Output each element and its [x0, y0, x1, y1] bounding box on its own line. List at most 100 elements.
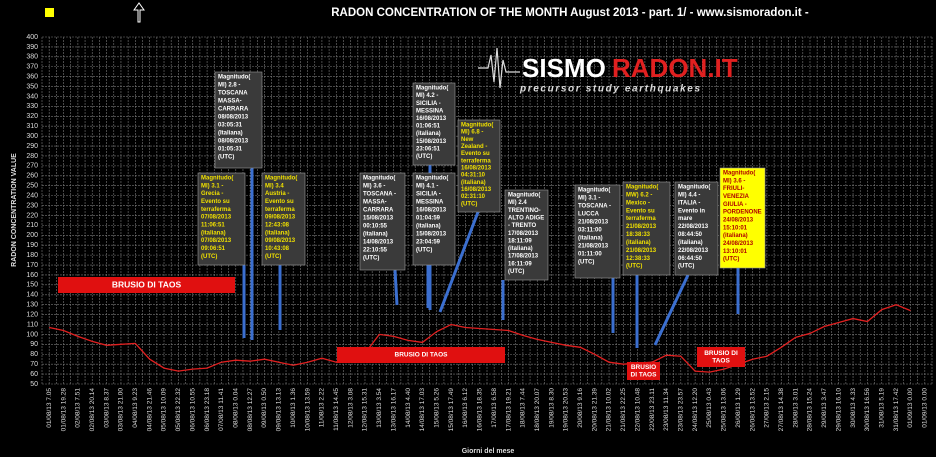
y-tick-label: 80 — [30, 351, 38, 358]
annotation-text: Austria - — [265, 191, 289, 197]
x-tick-label: 14/08/13 4.40 — [405, 388, 412, 428]
plot — [49, 304, 911, 373]
y-tick-label: 270 — [26, 163, 38, 170]
annotation-text: terraferma — [265, 207, 295, 213]
annotation-text: (UTC) — [626, 264, 642, 270]
annotation-text: SICILIA - — [416, 101, 441, 107]
x-tick-label: 10/08/13 1.36 — [290, 388, 297, 428]
annotation-text: SICILIA - — [416, 192, 441, 198]
x-tick-label: 19/08/13 8.30 — [548, 388, 555, 428]
annotation-text: terraferma — [461, 158, 491, 164]
annotation-text: 14/08/2013 — [363, 240, 394, 246]
annotation-text: MESSINA — [416, 108, 444, 114]
x-tick-label: 27/08/13 2.15 — [764, 388, 771, 428]
annotation-text: 22:10:55 — [363, 248, 388, 254]
x-tick-label: 17/08/13 6.58 — [491, 388, 498, 428]
x-tick-label: 25/08/13 13.06 — [721, 388, 728, 432]
noise-band — [697, 347, 745, 367]
noise-label: BRUSIO DI TAOS — [112, 279, 182, 289]
annotation-box — [674, 181, 719, 276]
x-tick-label: 12/08/13 15.31 — [362, 388, 369, 432]
annotation-text: (UTC) — [416, 248, 432, 254]
annotation-text: 10:43:08 — [265, 246, 290, 252]
annotation-text: Ml) 2.8 - — [218, 83, 240, 89]
x-tick-label: 08/08/13 12.27 — [247, 388, 254, 432]
x-tick-label: 22/08/13 23.11 — [649, 388, 656, 431]
annotation-text: 06:44:50 — [678, 256, 703, 262]
annotation-text: Ml) 4.2 - — [416, 93, 438, 99]
x-tick-label: 05/08/13 10.09 — [161, 388, 168, 432]
x-tick-label: 04/08/13 21.46 — [146, 388, 153, 432]
annotation-text: (italiana) — [265, 230, 290, 236]
x-tick-label: 30/08/13 16.56 — [864, 388, 871, 432]
x-tick-label: 21/08/13 22.25 — [620, 388, 627, 432]
noise-label: BRUSIO — [631, 364, 656, 371]
y-tick-label: 320 — [26, 113, 38, 120]
annotation-text: (Italiana) — [218, 131, 243, 137]
annotation-text: Zealand - — [461, 144, 487, 150]
annotation-text: TOSCANA — [218, 91, 248, 97]
pointer-arrow — [393, 269, 399, 306]
y-tick-label: 370 — [26, 64, 38, 71]
annotation-text: Ml) 3.6 - — [723, 178, 745, 184]
pointer-arrow — [438, 211, 480, 313]
x-tick-label: 22/08/13 10.48 — [634, 388, 641, 432]
annotation-text: (UTC) — [461, 201, 477, 207]
x-tick-label: 15/08/13 17.49 — [448, 388, 455, 432]
x-axis-label: Giorni del mese — [462, 448, 515, 455]
annotation-text: 03:11:00 — [578, 228, 602, 234]
x-tick-label: 25/08/13 0.43 — [706, 388, 713, 428]
annotation-text: 21/08/2013 — [578, 220, 609, 226]
noise-label: BRUSIO DI TAOS — [395, 352, 449, 359]
x-tick-label: 03/08/13 21.00 — [118, 388, 125, 432]
x-tick-label: 23/08/13 11.34 — [663, 388, 670, 431]
annotation-text: Magnitudo( — [626, 185, 658, 191]
y-tick-label: 360 — [26, 74, 38, 81]
x-tick-label: 19/08/13 20.53 — [563, 388, 570, 432]
x-tick-label: 05/08/13 22.32 — [175, 388, 182, 432]
annotation-text: Magnitudo( — [218, 75, 250, 81]
annotation-text: CARRARA — [363, 208, 394, 214]
annotation-text: 09:06:51 — [201, 246, 226, 252]
annotation-text: (UTC) — [218, 155, 234, 161]
x-tick-label: 12/08/13 3.08 — [347, 388, 354, 428]
annotation-text: Ml) 6.8 - — [461, 130, 483, 136]
annotation-text: 22/08/2013 — [678, 248, 709, 254]
annotation-text: (italiana) — [416, 224, 441, 230]
annotation-text: 11:06:51 — [201, 222, 225, 228]
annotation-text: (UTC) — [363, 256, 379, 262]
annotation-text: MW) 6.2 - — [626, 192, 652, 198]
annotation-text: 09/08/2013 — [265, 238, 296, 244]
annotation-text: 07/08/2013 — [201, 215, 232, 221]
annotation-text: 22/08/2013 — [678, 224, 709, 230]
annotation-text: ALTO ADIGE — [508, 215, 544, 221]
annotation-box — [504, 189, 549, 281]
annotation-text: 18:11:09 — [508, 238, 532, 244]
annotation-text: 08/08/2013 — [218, 139, 249, 145]
annotation-text: 17/08/2013 — [508, 254, 539, 260]
annotation-text: (UTC) — [678, 264, 694, 270]
annotation-text: 03:05:31 — [218, 123, 243, 129]
annotation-text: (italiana) — [363, 232, 388, 238]
logo-tagline: precursor study earthquakes — [519, 84, 700, 95]
x-tick-label: 23/08/13 23.57 — [678, 388, 685, 432]
annotation-text: CARRARA — [218, 107, 249, 113]
annotation-text: MASSA- — [363, 200, 387, 206]
annotation-text: FRIULI- — [723, 186, 744, 192]
marker-square — [45, 8, 54, 17]
x-tick-label: 02/08/13 20.14 — [89, 388, 96, 432]
annotation-text: 01:11:00 — [578, 252, 602, 258]
annotation-text: terraferma — [626, 216, 656, 222]
x-tick-label: 16/08/13 18.35 — [477, 388, 484, 432]
annotation-text: (UTC) — [508, 269, 524, 275]
y-tick-label: 60 — [30, 371, 38, 378]
annotation-text: Magnitudo( — [201, 176, 233, 182]
x-tick-label: 02/08/13 7.51 — [75, 388, 82, 428]
y-axis-label: RADON CONCENTRATION VALUE — [11, 153, 18, 267]
logo-text-2: RADON.IT — [612, 53, 738, 83]
annotation-text: 15/08/2013 — [416, 232, 447, 238]
annotation-text: TOSCANA - — [363, 192, 396, 198]
x-tick-label: 20/08/13 21.39 — [591, 388, 598, 432]
